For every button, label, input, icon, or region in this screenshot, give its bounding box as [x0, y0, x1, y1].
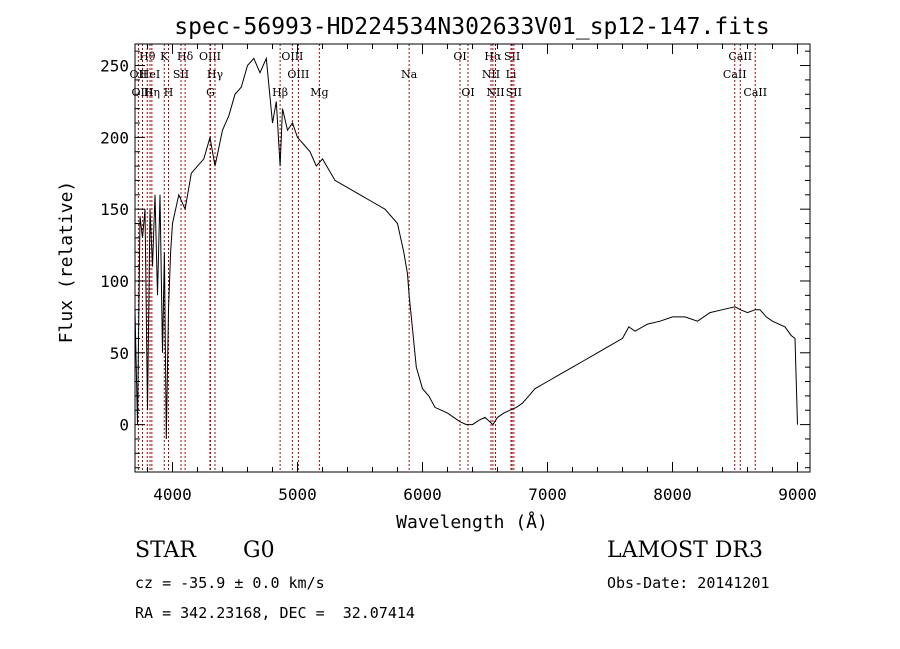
x-tick-label: 4000 [153, 485, 192, 504]
obs-date: Obs-Date: 20141201 [607, 574, 770, 592]
spectral-line-label: Hα [484, 50, 502, 63]
y-tick-label: 250 [100, 57, 129, 76]
spectral-line-label: OIII [287, 68, 309, 81]
spectral-line-label: Mg [310, 86, 328, 99]
axis-ticks: 4000 5000 6000 7000 8000 9000 0 50 100 150 200 250 [100, 44, 817, 504]
spectral-subclass: G0 [243, 538, 275, 563]
spectral-line-label: Hγ [207, 68, 224, 81]
x-tick-label: 8000 [653, 485, 692, 504]
spectral-line-label: HeI [140, 68, 160, 81]
spectral-line-label: Hδ [177, 50, 194, 63]
ra-dec: RA = 342.23168, DEC = 32.07414 [135, 604, 415, 622]
spectral-line-label: OI [461, 86, 474, 99]
spectral-line-label: Hθ [139, 50, 156, 63]
spectral-line-label: OIII [131, 86, 153, 99]
spectral-line-label: SII [173, 68, 189, 81]
y-tick-label: 150 [100, 200, 129, 219]
spectral-lines: HθOIIOIIIHeIHηKSIIHHδOIIIHγGHβOIIIOIIIMg… [130, 44, 767, 472]
spectrum-series-line [134, 56, 798, 440]
spectral-line-label: NII [486, 86, 504, 99]
survey-name: LAMOST DR3 [607, 538, 763, 563]
spectral-line-label: OIII [281, 50, 303, 63]
spectral-line-label: H [164, 86, 174, 99]
spectrum-chart: spec-56993-HD224534N302633V01_sp12-147.f… [56, 14, 817, 533]
x-axis-label: Wavelength (Å) [396, 511, 548, 533]
spectral-line-label: CaII [728, 50, 752, 63]
spectral-line-label: OI [453, 50, 466, 63]
y-tick-label: 100 [100, 272, 129, 291]
object-type: STAR [135, 538, 196, 563]
redshift-text: cz = -35.9 ± 0.0 km/s [135, 574, 325, 592]
y-tick-label: 0 [119, 416, 129, 435]
x-tick-label: 9000 [778, 485, 817, 504]
spectral-line-label: SII [504, 50, 520, 63]
x-tick-label: 5000 [278, 485, 317, 504]
spectral-line-label: G [206, 86, 215, 99]
spectral-line-label: Na [401, 68, 418, 81]
spectral-line-label: K [160, 50, 169, 63]
spectral-line-label: NII [482, 68, 500, 81]
y-tick-label: 50 [110, 344, 129, 363]
y-axis-label: Flux (relative) [56, 181, 77, 344]
spectral-line-label: Li [506, 68, 517, 81]
spectral-line-label: CaII [723, 68, 747, 81]
spectral-line-label: SII [506, 86, 522, 99]
x-tick-label: 7000 [528, 485, 567, 504]
plot-frame [134, 43, 811, 473]
y-tick-label: 200 [100, 128, 129, 147]
spectral-line-label: Hβ [272, 86, 288, 99]
spectral-line-label: Hη [144, 86, 160, 99]
chart-title: spec-56993-HD224534N302633V01_sp12-147.f… [174, 14, 769, 40]
spectral-line-label: CaII [743, 86, 767, 99]
x-tick-label: 6000 [403, 485, 442, 504]
